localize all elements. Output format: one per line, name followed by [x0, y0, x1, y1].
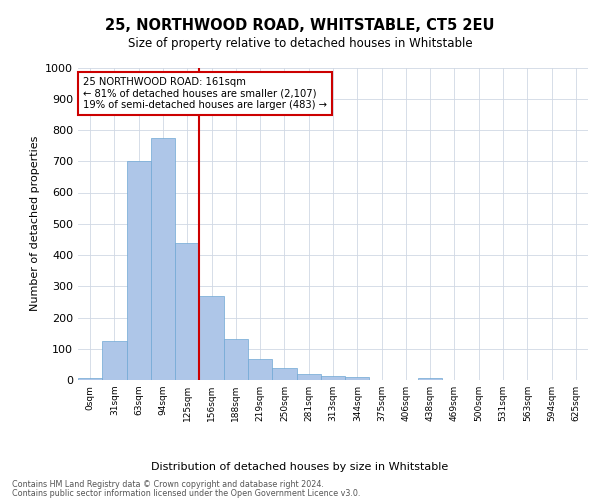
Bar: [127, 161, 151, 380]
Text: Distribution of detached houses by size in Whitstable: Distribution of detached houses by size …: [151, 462, 449, 472]
Bar: [102, 341, 127, 380]
Bar: [151, 138, 175, 380]
Text: 25 NORTHWOOD ROAD: 161sqm
← 81% of detached houses are smaller (2,107)
19% of se: 25 NORTHWOOD ROAD: 161sqm ← 81% of detac…: [83, 77, 327, 110]
Y-axis label: Number of detached properties: Number of detached properties: [29, 136, 40, 312]
Text: Size of property relative to detached houses in Whitstable: Size of property relative to detached ho…: [128, 36, 472, 50]
Text: 25, NORTHWOOD ROAD, WHITSTABLE, CT5 2EU: 25, NORTHWOOD ROAD, WHITSTABLE, CT5 2EU: [105, 18, 495, 32]
Bar: [418, 378, 442, 380]
Bar: [321, 376, 345, 380]
Bar: [248, 359, 272, 380]
Bar: [272, 368, 296, 380]
Text: Contains HM Land Registry data © Crown copyright and database right 2024.: Contains HM Land Registry data © Crown c…: [12, 480, 324, 489]
Bar: [78, 378, 102, 380]
Bar: [175, 242, 199, 380]
Bar: [199, 296, 224, 380]
Bar: [296, 374, 321, 380]
Bar: [345, 377, 370, 380]
Bar: [224, 340, 248, 380]
Text: Contains public sector information licensed under the Open Government Licence v3: Contains public sector information licen…: [12, 488, 361, 498]
